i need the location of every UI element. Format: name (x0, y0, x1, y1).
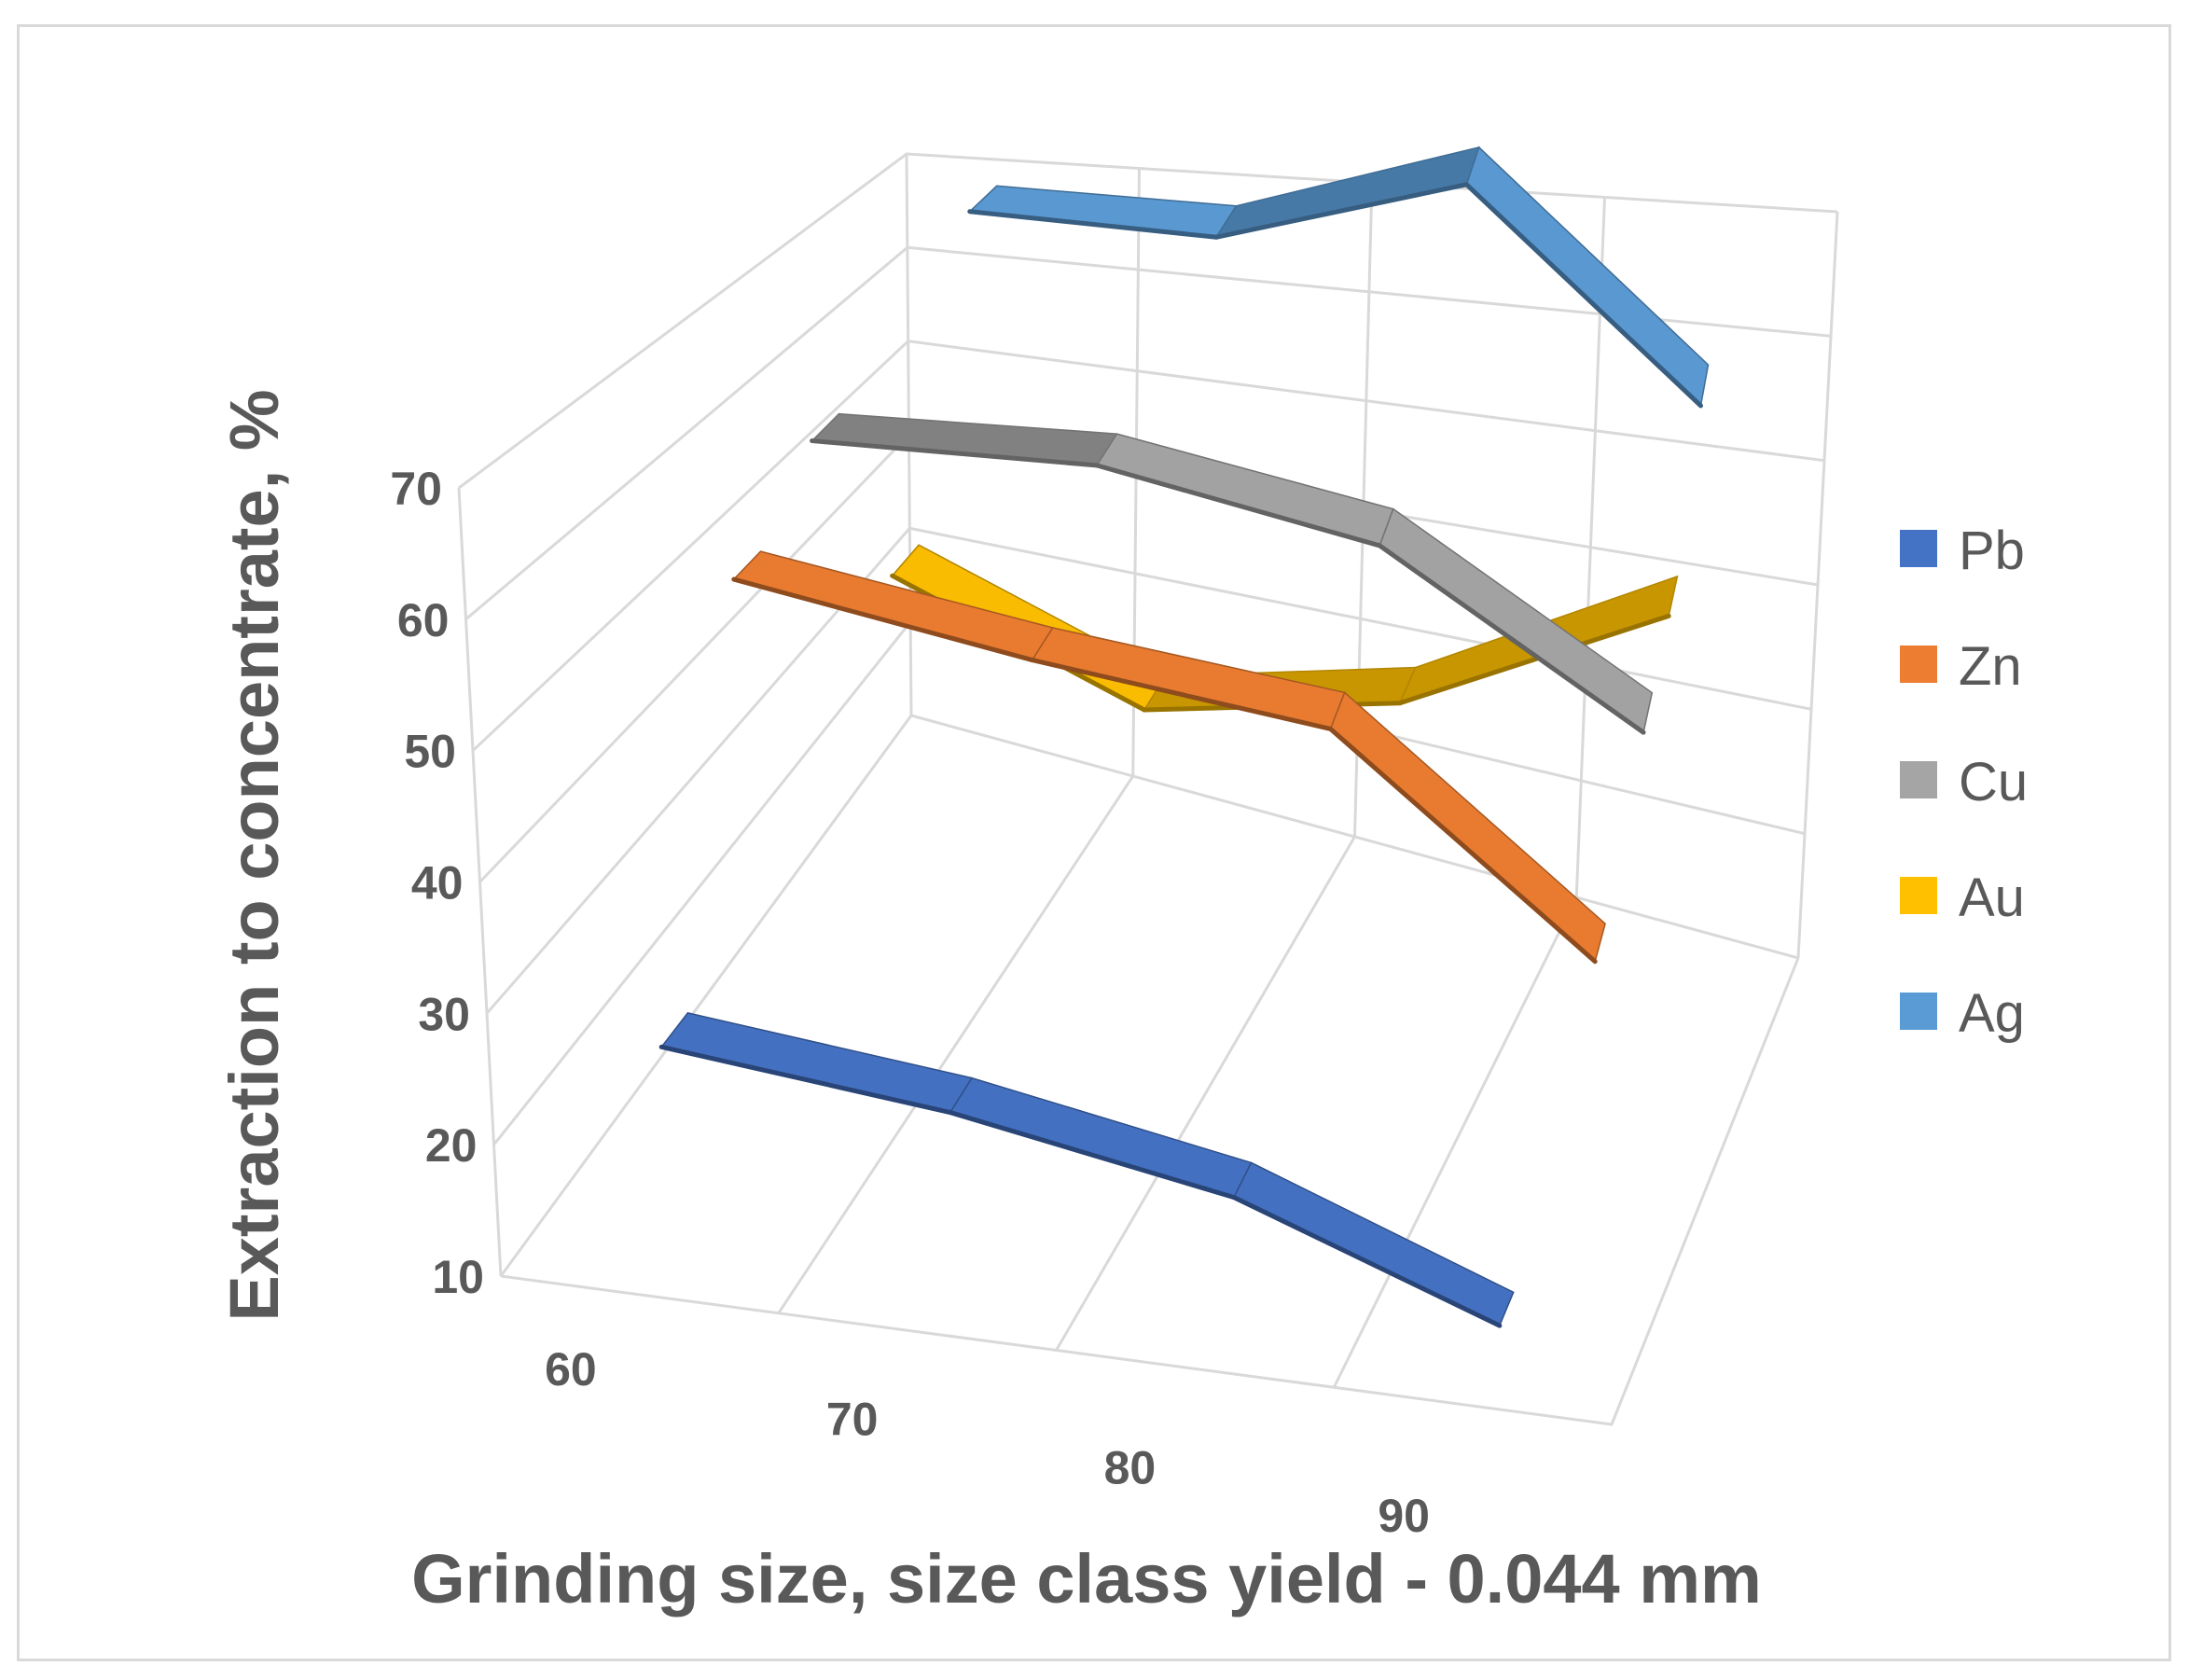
series-cu (810, 412, 1654, 735)
y-tick-label: 40 (411, 857, 464, 909)
legend-swatch-au (1900, 877, 1937, 914)
floor-gridline (777, 775, 1135, 1314)
legend-label-ag: Ag (1959, 983, 2025, 1044)
ribbon-front-edge (1094, 463, 1382, 548)
chart-frame (17, 24, 2171, 1661)
legend-swatch-pb (1900, 530, 1937, 567)
floor-edge (500, 957, 1800, 1426)
ribbon-front-edge (967, 209, 1219, 240)
ribbon-segment (1329, 691, 1606, 964)
legend-swatch-cu (1900, 761, 1937, 798)
x-tick-label: 70 (826, 1394, 879, 1446)
legend-label-cu: Cu (1959, 752, 2028, 812)
ribbon-front-edge (1397, 613, 1671, 706)
wall-edge (1796, 211, 1839, 959)
ribbon-front-edge (658, 1044, 953, 1116)
legend-label-zn: Zn (1959, 636, 2022, 697)
y-tick-label: 50 (404, 726, 456, 778)
y-tick-label: 70 (390, 463, 442, 515)
chart-walls (457, 152, 1839, 1426)
series-ag (967, 146, 1710, 409)
legend-swatch-ag (1900, 993, 1937, 1030)
ribbon-segment (949, 1076, 1253, 1199)
ribbon-segment (1095, 433, 1394, 547)
wall-edge (457, 487, 503, 1277)
ribbon-front-edge (1327, 726, 1598, 965)
ribbon-segment (659, 1012, 974, 1114)
x-axis-tick-labels: 60 70 80 90 (545, 1343, 1430, 1542)
chart-series-ribbons (658, 146, 1710, 1328)
y-tick-label: 10 (432, 1251, 484, 1303)
ribbon-front-edge (1463, 182, 1703, 409)
y-axis-title: Extraction to concentrate, % (215, 389, 293, 1321)
x-axis-title: Grinding size, size class yield - 0.044 … (411, 1540, 1762, 1618)
ribbon-segment (968, 185, 1238, 239)
x-tick-label: 60 (545, 1343, 597, 1395)
y-tick-label: 20 (425, 1119, 478, 1172)
series-zn (731, 550, 1606, 965)
y-axis-tick-labels: 10 20 30 40 50 60 70 (390, 463, 484, 1303)
legend-label-pb: Pb (1959, 521, 2025, 581)
ribbon-front-edge (1377, 543, 1646, 735)
ribbon-front-edge (948, 1110, 1237, 1201)
back-wall-gridline (1574, 197, 1606, 898)
floor-gridline (1055, 836, 1356, 1352)
ribbon-segment (1465, 146, 1710, 408)
ribbon-front-edge (1213, 182, 1469, 240)
legend-label-au: Au (1959, 868, 2025, 928)
y-tick-label: 30 (418, 988, 470, 1040)
legend: Pb Zn Cu Au Ag (1900, 521, 2028, 1044)
ribbon-segment (810, 412, 1118, 466)
ribbon-front-edge (1231, 1195, 1503, 1328)
legend-swatch-zn (1900, 646, 1937, 683)
ribbon-segment (1232, 1161, 1515, 1327)
ribbon-front-edge (1030, 658, 1333, 731)
y-tick-label: 60 (397, 594, 450, 646)
series-pb (658, 1012, 1515, 1328)
x-tick-label: 80 (1104, 1441, 1157, 1493)
floor-gridline (1332, 896, 1578, 1388)
ribbon-front-edge (810, 438, 1100, 468)
x-tick-label: 90 (1378, 1490, 1430, 1542)
ribbon-front-edge (731, 576, 1035, 663)
